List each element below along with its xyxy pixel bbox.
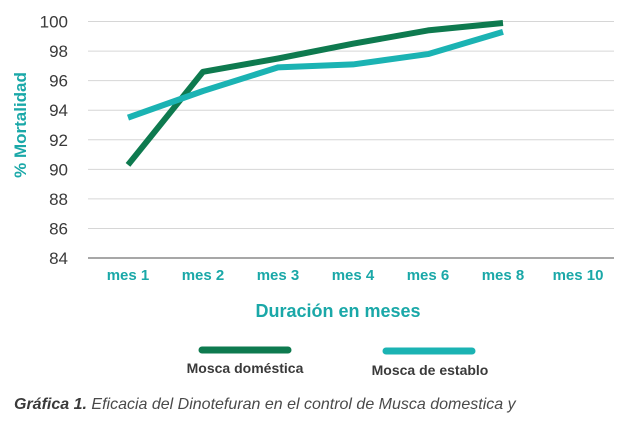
x-tick-label: mes 10 (553, 267, 604, 284)
series-line-1 (125, 20, 504, 167)
series-line-2 (126, 29, 504, 121)
x-tick-label: mes 6 (407, 267, 450, 284)
y-tick-label: 90 (49, 160, 68, 179)
legend-label-2: Mosca de establo (372, 362, 489, 378)
series-lines (125, 20, 504, 167)
x-axis-title: Duración en meses (255, 301, 420, 321)
x-tick-labels: mes 1 mes 2 mes 3 mes 4 mes 6 mes 8 mes 10 (107, 267, 604, 284)
y-tick-label: 86 (49, 219, 68, 238)
caption-label: Gráfica 1. (14, 396, 87, 413)
y-axis-title: % Mortalidad (11, 72, 30, 178)
x-tick-label: mes 2 (182, 267, 225, 284)
y-tick-label: 98 (49, 42, 68, 61)
x-tick-label: mes 1 (107, 267, 150, 284)
y-tick-label: 94 (49, 101, 68, 120)
figure-caption: Gráfica 1. Eficacia del Dinotefuran en e… (14, 396, 624, 414)
y-tick-label: 84 (49, 249, 68, 268)
y-tick-label: 102 (40, 0, 68, 2)
y-tick-labels: 84 86 88 90 92 94 96 98 100 102 (40, 0, 68, 268)
caption-text: Eficacia del Dinotefuran en el control d… (91, 396, 516, 413)
y-tick-label: 88 (49, 190, 68, 209)
x-tick-label: mes 3 (257, 267, 300, 284)
legend: Mosca doméstica Mosca de establo (187, 346, 489, 378)
legend-label-1: Mosca doméstica (187, 360, 304, 376)
gridlines (88, 21, 614, 259)
y-tick-label: 96 (49, 72, 68, 91)
y-tick-label: 100 (40, 13, 68, 32)
y-tick-label: 92 (49, 131, 68, 150)
x-tick-label: mes 4 (332, 267, 375, 284)
x-tick-label: mes 8 (482, 267, 525, 284)
